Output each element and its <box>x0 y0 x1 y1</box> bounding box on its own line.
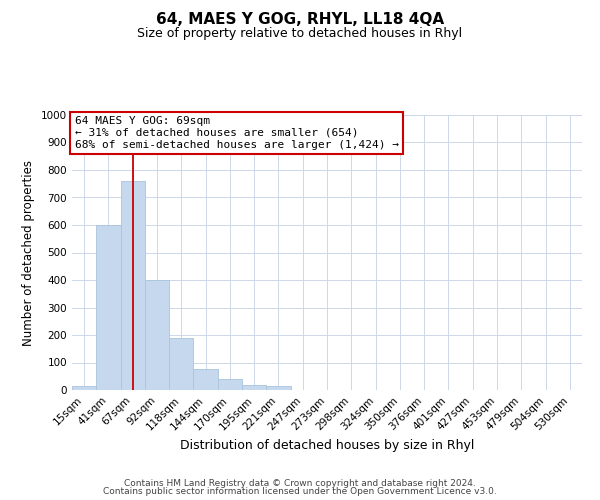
Bar <box>72 386 96 390</box>
Bar <box>121 181 145 390</box>
Bar <box>242 385 266 390</box>
Text: Size of property relative to detached houses in Rhyl: Size of property relative to detached ho… <box>137 28 463 40</box>
Text: Contains HM Land Registry data © Crown copyright and database right 2024.: Contains HM Land Registry data © Crown c… <box>124 478 476 488</box>
Bar <box>169 338 193 390</box>
Bar <box>96 225 121 390</box>
Bar <box>193 370 218 390</box>
Text: Contains public sector information licensed under the Open Government Licence v3: Contains public sector information licen… <box>103 487 497 496</box>
Text: 64 MAES Y GOG: 69sqm
← 31% of detached houses are smaller (654)
68% of semi-deta: 64 MAES Y GOG: 69sqm ← 31% of detached h… <box>74 116 398 150</box>
Bar <box>218 379 242 390</box>
Bar <box>266 386 290 390</box>
X-axis label: Distribution of detached houses by size in Rhyl: Distribution of detached houses by size … <box>180 438 474 452</box>
Text: 64, MAES Y GOG, RHYL, LL18 4QA: 64, MAES Y GOG, RHYL, LL18 4QA <box>156 12 444 28</box>
Y-axis label: Number of detached properties: Number of detached properties <box>22 160 35 346</box>
Bar <box>145 280 169 390</box>
